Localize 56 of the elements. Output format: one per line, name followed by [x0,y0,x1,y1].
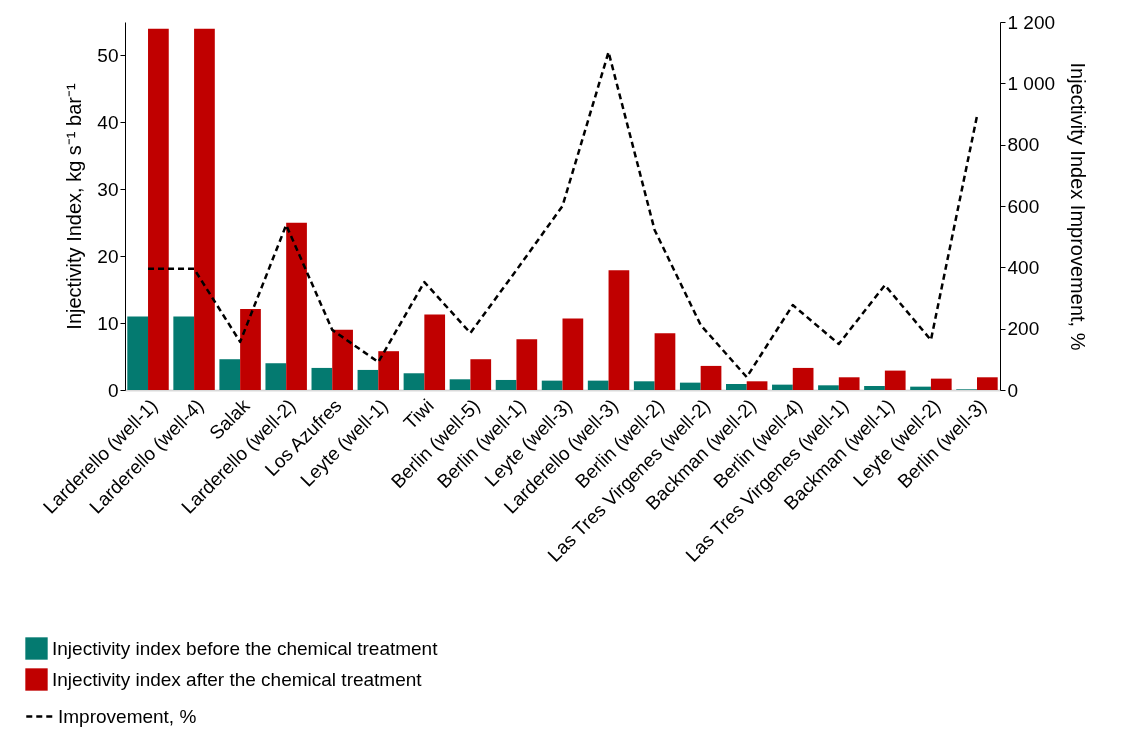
y-tick-label: 40 [97,111,119,133]
bar [792,367,814,390]
bar [772,384,793,390]
y2-tick-label: 1 200 [1007,11,1056,33]
y-tick-label: 20 [97,245,119,267]
line-series [146,50,979,379]
bar [495,379,517,390]
bar [148,28,169,390]
bar [746,381,768,390]
bar [470,359,492,390]
y2-tick-label: 200 [1007,318,1040,340]
bar [173,316,195,390]
y2-tick-label: 0 [1007,379,1019,401]
y-tick-label: 50 [97,44,119,66]
legend-label: Improvement, % [58,705,197,727]
bar [654,333,676,390]
bar [219,359,241,390]
bar [910,386,931,390]
bar [194,28,215,390]
y2-tick-label: 400 [1007,256,1040,278]
y-tick-label: 10 [97,312,119,334]
y2-tick-label: 600 [1007,195,1040,217]
bar [838,377,860,390]
bar [930,378,952,390]
bar [679,382,701,390]
bar [587,380,609,390]
legend-label: Injectivity index before the chemical treatment [52,637,439,659]
bar [357,369,379,390]
bar [700,365,722,390]
bar [633,381,655,390]
bar [378,351,400,390]
y2-tick-label: 1 000 [1007,72,1056,94]
bar [311,367,333,390]
bar [541,380,563,390]
y-tick-label: 0 [107,379,119,401]
bar [864,385,885,390]
bar [516,339,538,390]
bar [332,329,353,390]
y2-axis-title: Injectivity Index Improvement, % [1067,62,1090,351]
bar [265,363,287,390]
bar [608,270,630,390]
y2-tick-label: 800 [1007,134,1040,156]
bar [127,316,149,390]
y-axis-title: Injectivity Index, kg s⁻¹ bar⁻¹ [63,83,86,330]
bar [562,318,584,390]
bar [818,385,839,390]
bar [403,373,425,390]
bar [286,222,307,390]
bar [725,383,747,390]
bar [240,309,261,390]
bar [449,379,471,390]
bar [884,370,906,390]
legend-label: Injectivity index after the chemical treatment [52,668,423,690]
y-tick-label: 30 [97,178,119,200]
bar [976,377,998,390]
bar [424,314,446,390]
